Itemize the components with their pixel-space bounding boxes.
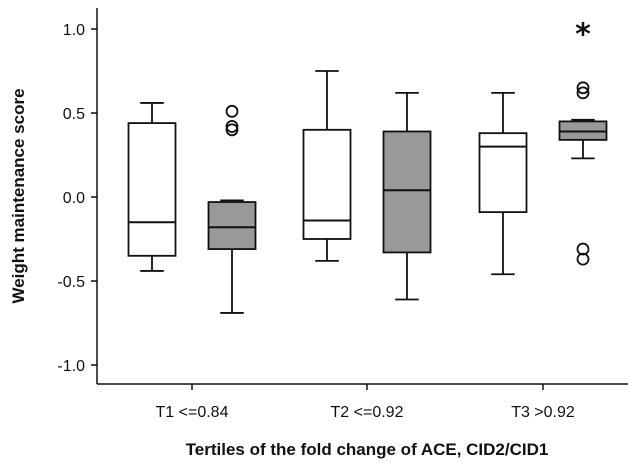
outlier-point	[576, 86, 590, 100]
x-axis-label: Tertiles of the fold change of ACE, CID2…	[186, 440, 549, 459]
box-iqr	[207, 201, 257, 250]
outlier-point	[576, 81, 590, 95]
box-iqr	[302, 128, 352, 240]
box-group	[382, 91, 432, 301]
y-tick-label: 1.0	[63, 22, 85, 39]
outlier-point	[576, 242, 590, 256]
axes	[96, 8, 628, 385]
y-axis-label: Weight maintenance score	[9, 88, 28, 303]
x-ticks: T1 <=0.84 T2 <=0.92 T3 >0.92	[156, 384, 575, 421]
box-group: *	[558, 18, 608, 266]
outlier-point	[576, 252, 590, 266]
box-group	[127, 102, 177, 272]
outlier-point	[225, 120, 239, 133]
y-tick-label: -1.0	[57, 358, 85, 375]
y-tick-label: 0.0	[63, 190, 85, 207]
box-iqr	[478, 132, 528, 214]
x-tick-label: T3 >0.92	[511, 404, 575, 421]
box-group	[207, 104, 257, 314]
x-tick-label: T1 <=0.84	[156, 404, 229, 421]
boxes: *	[127, 18, 608, 314]
extreme-point: *	[575, 18, 591, 53]
x-tick-label: T2 <=0.92	[331, 404, 404, 421]
box-group	[302, 70, 352, 262]
outlier-point	[225, 123, 239, 137]
outlier-point	[225, 104, 239, 118]
y-ticks: 1.0 0.5 0.0 -0.5 -1.0	[57, 22, 97, 375]
box-group	[478, 91, 528, 276]
box-iqr	[127, 122, 177, 257]
y-tick-label: 0.5	[63, 106, 85, 123]
y-tick-label: -0.5	[57, 274, 85, 291]
box-iqr	[382, 130, 432, 254]
